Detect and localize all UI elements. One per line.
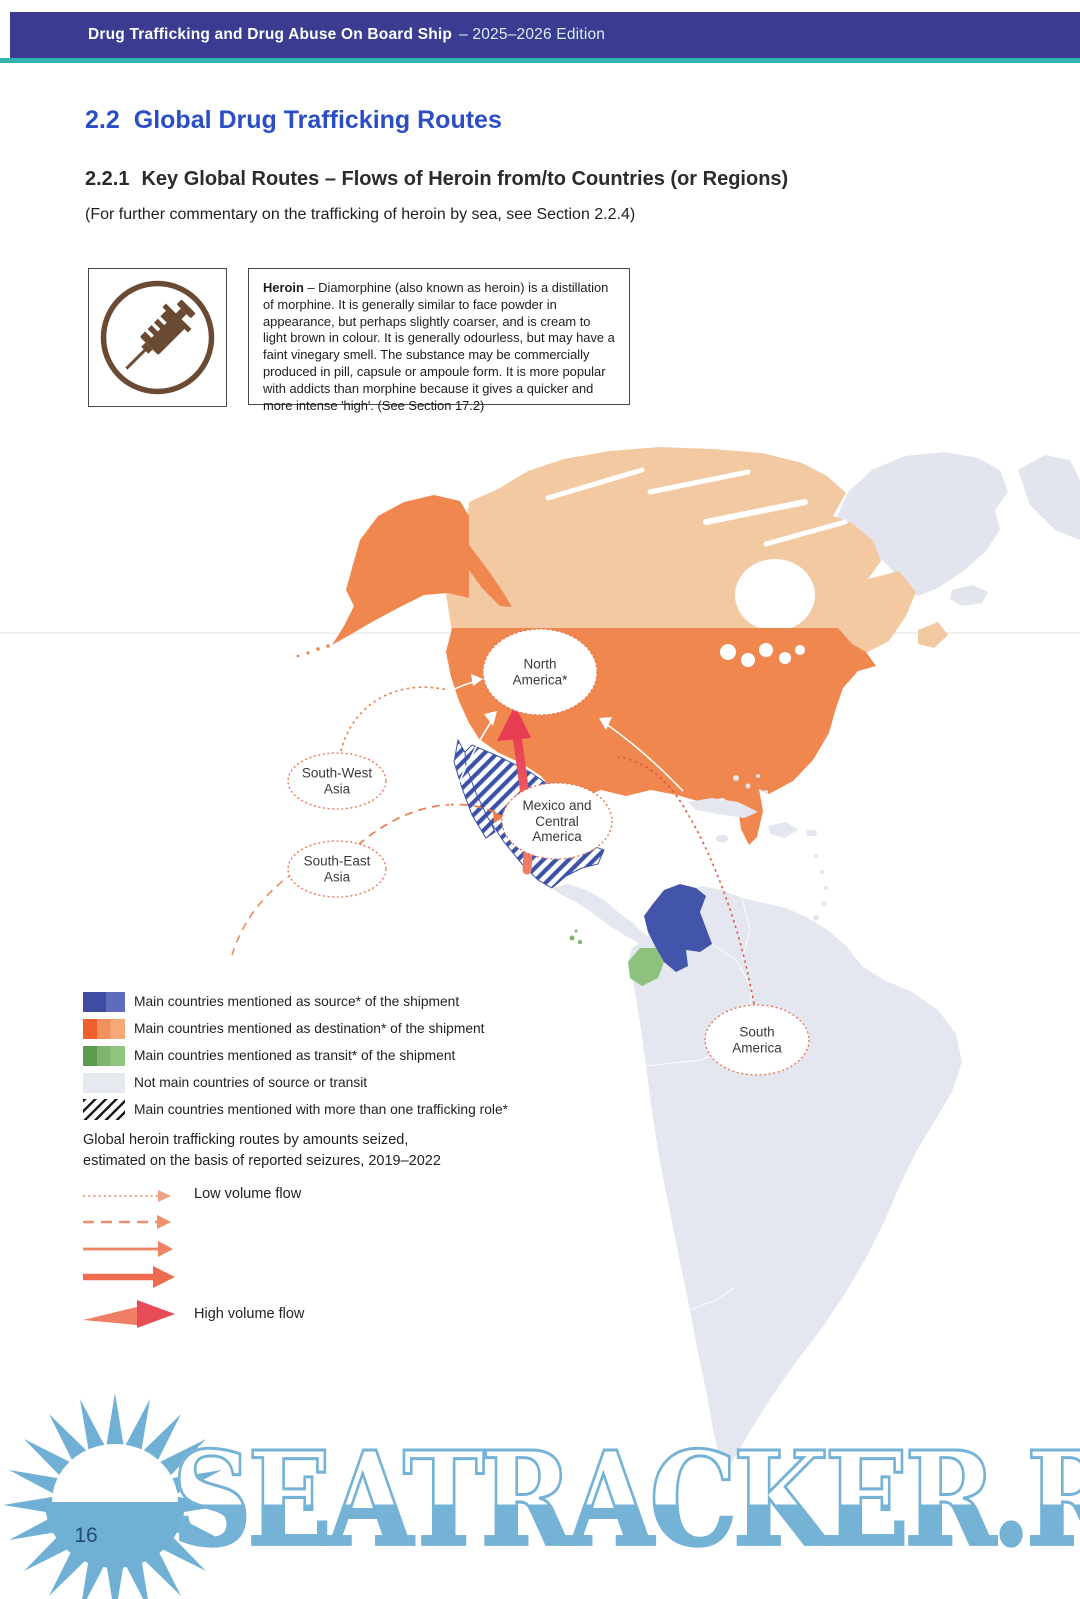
map-label-north-america: North America* [512, 656, 568, 688]
page-header-title: Drug Trafficking and Drug Abuse On Board… [88, 26, 605, 44]
central-america-shape [552, 774, 828, 944]
galapagos-islands [569, 929, 582, 944]
map-label-mexico-central-america: Mexico and Central America [522, 797, 592, 844]
map-label-southwest-asia: South-West Asia [301, 765, 373, 797]
north-america-ellipse [482, 628, 598, 716]
southeast-asia-ellipse [287, 840, 387, 898]
legend-swatch-transit [83, 1045, 125, 1066]
map-caption: Global heroin trafficking routes by amou… [83, 1130, 441, 1172]
map-label-south-america: South America [732, 1024, 782, 1056]
legend-row-multi-role: Main countries mentioned with more than … [83, 1096, 508, 1123]
sea-half-disc [45, 1502, 185, 1568]
section-number: 2.2 [85, 106, 120, 134]
legend-swatch-destination [83, 1018, 125, 1039]
route-southwest-asia [340, 686, 449, 752]
page-number: 16 [74, 1524, 97, 1547]
section-title: 2.2 Global Drug Trafficking Routes [85, 106, 502, 135]
map-label-southeast-asia: South-East Asia [303, 853, 371, 885]
heroin-icon-box [88, 268, 227, 407]
header-edition-text: – 2025–2026 Edition [459, 26, 606, 43]
legend-row-transit: Main countries mentioned as transit* of … [83, 1042, 508, 1069]
map-caption-line2: estimated on the basis of reported seizu… [83, 1153, 441, 1169]
route-arrowhead [493, 811, 504, 823]
syringe-icon [100, 280, 215, 395]
southwest-asia-ellipse [287, 752, 387, 810]
greenland-shape [836, 452, 1080, 606]
heroin-definition-box: Heroin – Diamorphine (also known as hero… [248, 268, 630, 413]
great-lakes [720, 643, 805, 667]
header-title-text: Drug Trafficking and Drug Abuse On Board… [88, 26, 453, 43]
subsection-title: 2.2.1 Key Global Routes – Flows of Heroin… [85, 168, 788, 191]
white-arrowheads [471, 674, 612, 730]
legend-row-source: Main countries mentioned as source* of t… [83, 988, 508, 1015]
legend-swatch-source [83, 991, 125, 1012]
map-caption-line1: Global heroin trafficking routes by amou… [83, 1132, 409, 1148]
alaska-shape [296, 495, 512, 658]
subsection-title-text: Key Global Routes – Flows of Heroin from… [141, 168, 789, 190]
legend-swatch-multi-role [83, 1099, 125, 1120]
legend-swatch-none [83, 1072, 125, 1093]
route-southeast-asia [357, 803, 500, 846]
colombia-shape [644, 884, 712, 972]
label-ellipses [287, 628, 810, 1076]
flow-label-low: Low volume flow [194, 1186, 302, 1202]
flow-volume-legend [83, 1190, 175, 1328]
subsection-number: 2.2.1 [85, 168, 130, 190]
legend-label-multi-role: Main countries mentioned with more than … [134, 1102, 508, 1117]
header-accent-rule [0, 58, 1080, 63]
legend-row-destination: Main countries mentioned as destination*… [83, 1015, 508, 1042]
legend-label-source: Main countries mentioned as source* of t… [134, 994, 460, 1009]
south-america-shape [628, 886, 962, 1468]
legend-label-transit: Main countries mentioned as transit* of … [134, 1048, 456, 1063]
page-header-bar: Drug Trafficking and Drug Abuse On Board… [10, 12, 1080, 58]
hudson-bay [735, 559, 815, 631]
section-title-text: Global Drug Trafficking Routes [133, 106, 502, 134]
heroin-term: Heroin [263, 280, 304, 295]
south-america-ellipse [704, 1004, 810, 1076]
flow-label-high: High volume flow [194, 1306, 305, 1322]
white-routes [443, 681, 684, 813]
legend-label-destination: Main countries mentioned as destination*… [134, 1021, 485, 1036]
sun-dome [52, 1444, 178, 1502]
legend-row-none: Not main countries of source or transit [83, 1069, 508, 1096]
watermark-text: SEATRACKER.RU [171, 1420, 1080, 1576]
map-legend: Main countries mentioned as source* of t… [83, 988, 508, 1123]
arctic-channels [545, 467, 848, 547]
legend-label-none: Not main countries of source or transit [134, 1075, 368, 1090]
heroin-definition-text: – Diamorphine (also known as heroin) is … [263, 280, 615, 413]
mexico-central-america-ellipse [501, 782, 613, 860]
commentary-note: (For further commentary on the trafficki… [85, 206, 636, 223]
newfoundland-shape [918, 622, 948, 648]
watermark: SEATRACKER.RU [171, 1418, 1080, 1578]
ecuador-shape [628, 948, 664, 986]
sunburst-logo: 16 [3, 1393, 227, 1599]
